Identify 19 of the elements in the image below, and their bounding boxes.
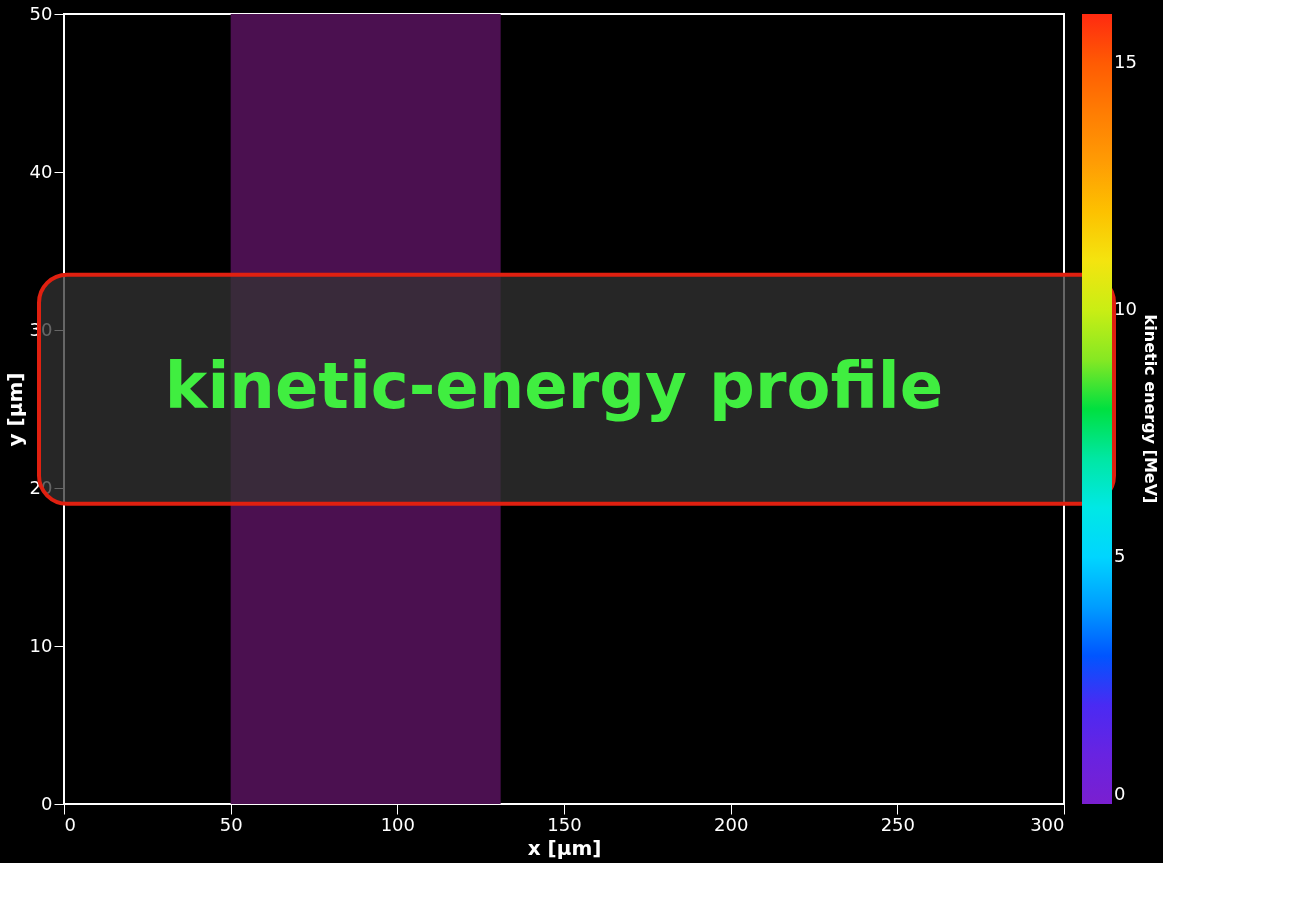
color-bar-label: 0: [1114, 783, 1126, 804]
y-axis-title: y [μm]: [2, 372, 27, 447]
x-tick-label: 50: [219, 813, 243, 835]
x-tick-label: 250: [880, 813, 916, 835]
y-tick-label: 0: [41, 792, 53, 814]
text: kinetic-energy profile: [164, 349, 944, 424]
color-bar-label: 5: [1114, 545, 1126, 567]
x-tick-label: 100: [380, 813, 416, 835]
color-bar-label: 10: [1114, 298, 1137, 320]
y-tick-label: 50: [29, 2, 53, 24]
x-tick-label: 300: [1030, 813, 1065, 835]
x-axis-title: x [μm]: [527, 835, 602, 860]
x-tick-label: 0: [64, 813, 76, 835]
x-tick-label: 150: [547, 813, 582, 835]
x-tick-label: 200: [713, 813, 749, 835]
y-tick-label: 10: [29, 634, 53, 656]
y-tick-label: 40: [29, 160, 53, 182]
color-bar-label: 15: [1114, 51, 1137, 73]
color-bar-title: kinetic energy [MeV]: [1141, 314, 1160, 504]
